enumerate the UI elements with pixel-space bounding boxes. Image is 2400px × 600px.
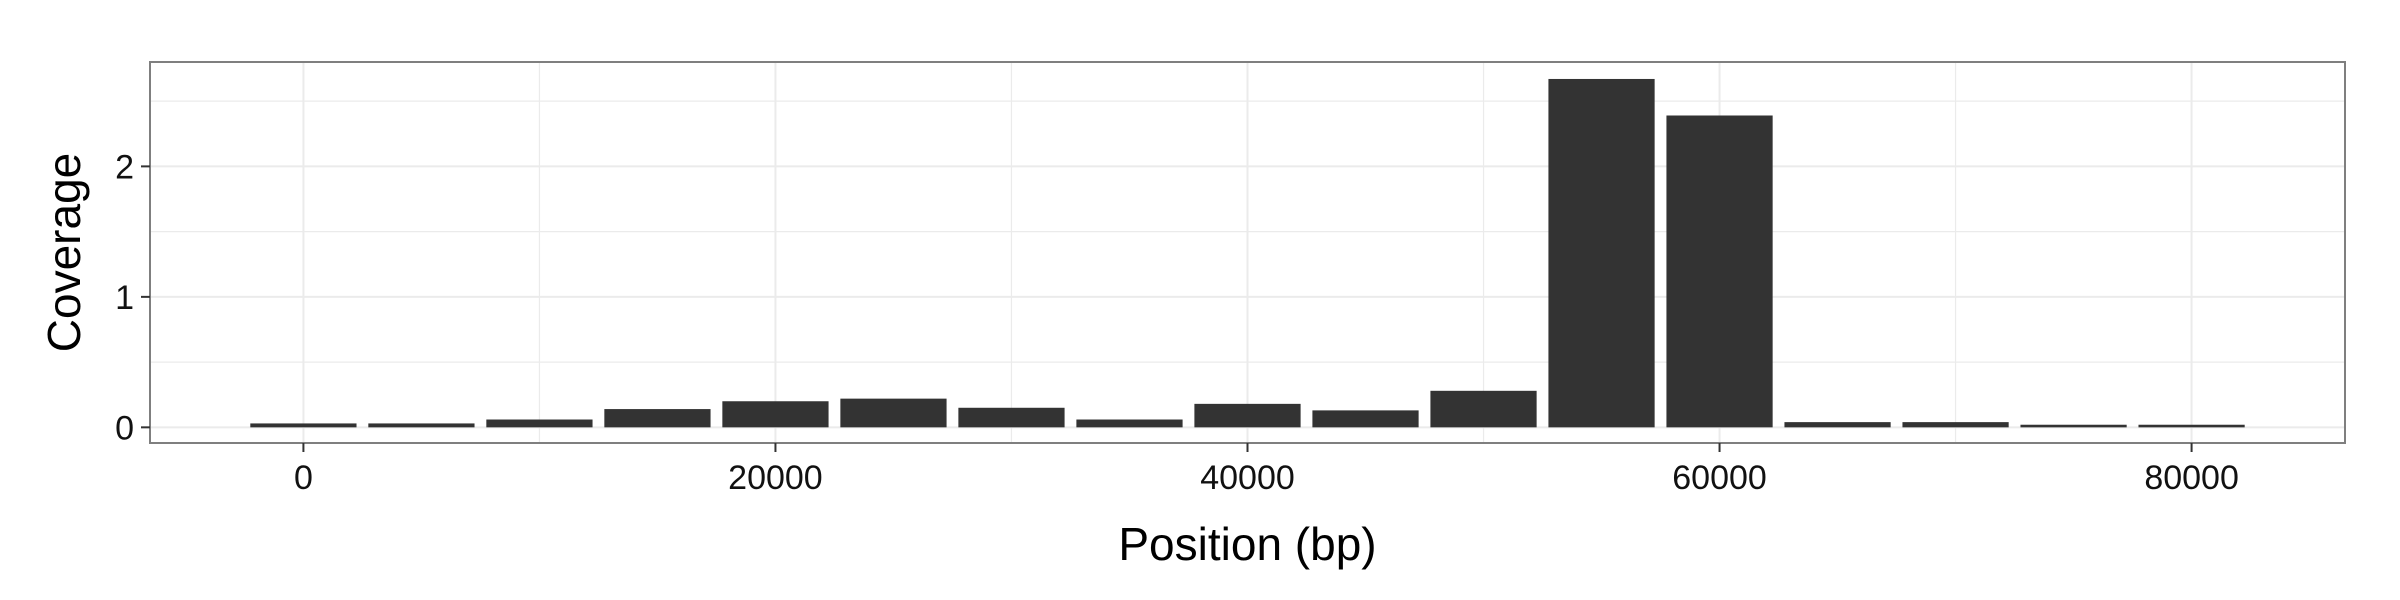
bar xyxy=(1666,115,1773,428)
bar xyxy=(2020,424,2127,428)
bar xyxy=(1194,403,1301,428)
x-tick-label: 0 xyxy=(294,459,313,497)
y-axis-ticks: 0 1 2 xyxy=(115,148,150,447)
bar xyxy=(958,407,1065,428)
bar xyxy=(1430,390,1537,428)
bar xyxy=(250,423,357,428)
bar xyxy=(486,419,593,428)
bar xyxy=(368,423,475,428)
bar-series xyxy=(250,78,2245,428)
x-tick-label: 40000 xyxy=(1200,459,1295,497)
x-tick-label: 80000 xyxy=(2144,459,2239,497)
bar xyxy=(1548,78,1655,428)
major-gridlines xyxy=(150,62,2345,443)
bar xyxy=(722,401,829,428)
y-tick-label: 0 xyxy=(115,409,134,447)
bar xyxy=(1076,419,1183,428)
x-axis-ticks: 0 20000 40000 60000 80000 xyxy=(294,443,2239,497)
bar xyxy=(1312,410,1419,428)
bar xyxy=(840,398,947,428)
y-axis-title: Coverage xyxy=(38,153,90,352)
bar xyxy=(1784,422,1891,428)
x-tick-label: 60000 xyxy=(1672,459,1767,497)
x-axis-title: Position (bp) xyxy=(1118,518,1376,570)
x-tick-label: 20000 xyxy=(728,459,823,497)
bar xyxy=(1902,422,2009,428)
bar xyxy=(2138,424,2245,428)
y-tick-label: 1 xyxy=(115,279,134,317)
y-tick-label: 2 xyxy=(115,148,134,186)
bar xyxy=(604,409,711,428)
